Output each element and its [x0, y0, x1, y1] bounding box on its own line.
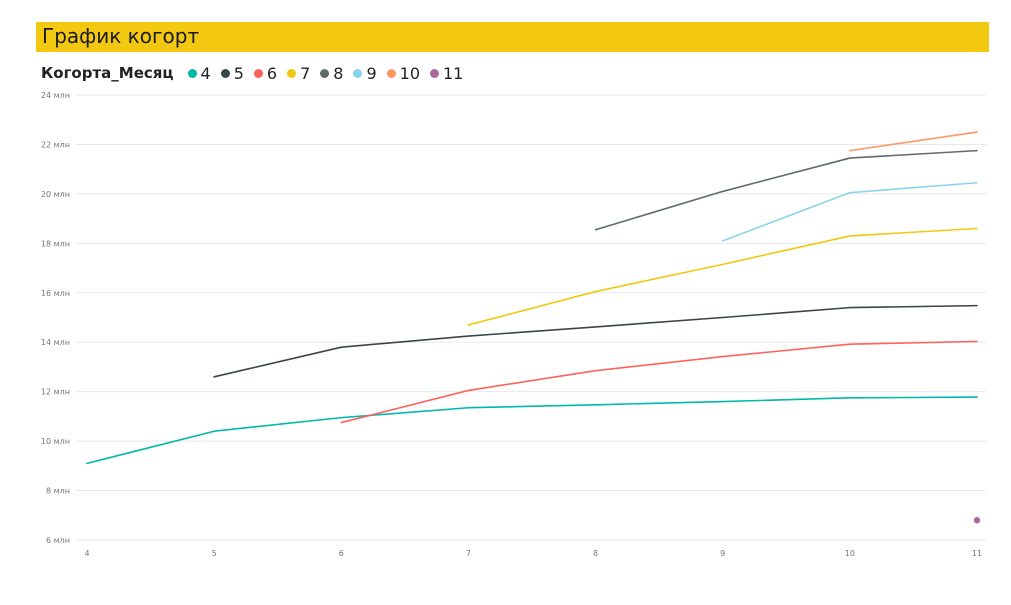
x-tick-label: 10: [845, 549, 855, 558]
y-tick-label: 16 млн: [41, 289, 70, 298]
y-tick-label: 8 млн: [46, 487, 70, 496]
legend-items: 4 5 6 7 8 9 10 11: [187, 63, 474, 83]
x-tick-label: 11: [972, 549, 982, 558]
series-line-5[interactable]: [213, 304, 978, 378]
grid-lines: [76, 94, 986, 541]
y-tick-label: 20 млн: [41, 190, 70, 199]
x-tick-label: 9: [720, 549, 725, 558]
legend-label: 6: [266, 63, 278, 83]
x-tick-label: 5: [212, 549, 217, 558]
series-point-11[interactable]: [973, 517, 981, 524]
legend-item-5[interactable]: 5: [220, 63, 244, 83]
legend-title: Когорта_Месяц: [41, 64, 174, 82]
series-lines: [86, 131, 981, 524]
legend-label: 8: [333, 63, 344, 83]
legend-marker: [320, 68, 330, 78]
series-line-6[interactable]: [340, 340, 978, 424]
x-axis-ticks: 4 5 6 7 8 9 10 11: [84, 549, 982, 558]
legend-item-7[interactable]: 7: [287, 64, 310, 83]
x-tick-label: 6: [339, 549, 344, 558]
y-tick-label: 12 млн: [41, 388, 70, 397]
series-line-7[interactable]: [467, 227, 978, 326]
legend-marker: [353, 68, 363, 78]
y-tick-label: 14 млн: [41, 338, 70, 347]
series-line-4[interactable]: [86, 396, 978, 465]
x-tick-label: 4: [84, 549, 89, 558]
series-line-10[interactable]: [849, 131, 978, 152]
legend-item-6[interactable]: 6: [253, 63, 278, 83]
legend-label: 9: [366, 63, 377, 83]
legend-marker: [430, 68, 439, 78]
y-tick-label: 6 млн: [46, 536, 70, 545]
legend-item-11[interactable]: 11: [430, 64, 463, 83]
legend: Когорта_Месяц 4 5 6 7 8 9 10 11: [41, 62, 473, 84]
y-tick-label: 18 млн: [41, 239, 70, 248]
legend-marker: [253, 68, 263, 78]
legend-item-4[interactable]: 4: [187, 63, 211, 83]
legend-label: 10: [399, 63, 420, 83]
legend-marker: [386, 68, 396, 78]
legend-label: 5: [233, 63, 244, 83]
chart-title: График когорт: [42, 24, 200, 48]
legend-label: 7: [300, 63, 311, 83]
x-tick-label: 8: [593, 549, 598, 558]
legend-marker: [187, 68, 197, 78]
legend-marker: [220, 68, 230, 78]
y-tick-label: 10 млн: [41, 437, 70, 446]
chart-title-bar: График когорт: [36, 22, 989, 52]
series-line-9[interactable]: [721, 181, 978, 242]
legend-label: 11: [443, 63, 464, 83]
legend-item-9[interactable]: 9: [353, 63, 377, 83]
legend-marker: [287, 68, 297, 78]
series-line-8[interactable]: [594, 149, 978, 231]
x-tick-label: 7: [466, 549, 471, 558]
y-tick-label: 24 млн: [41, 91, 70, 100]
legend-item-10[interactable]: 10: [386, 63, 420, 83]
y-tick-label: 22 млн: [41, 140, 70, 149]
legend-label: 4: [200, 63, 211, 83]
legend-item-8[interactable]: 8: [320, 64, 343, 83]
y-axis-ticks: 6 млн 8 млн 10 млн 12 млн 14 млн 16 млн 18 млн…: [41, 91, 70, 545]
